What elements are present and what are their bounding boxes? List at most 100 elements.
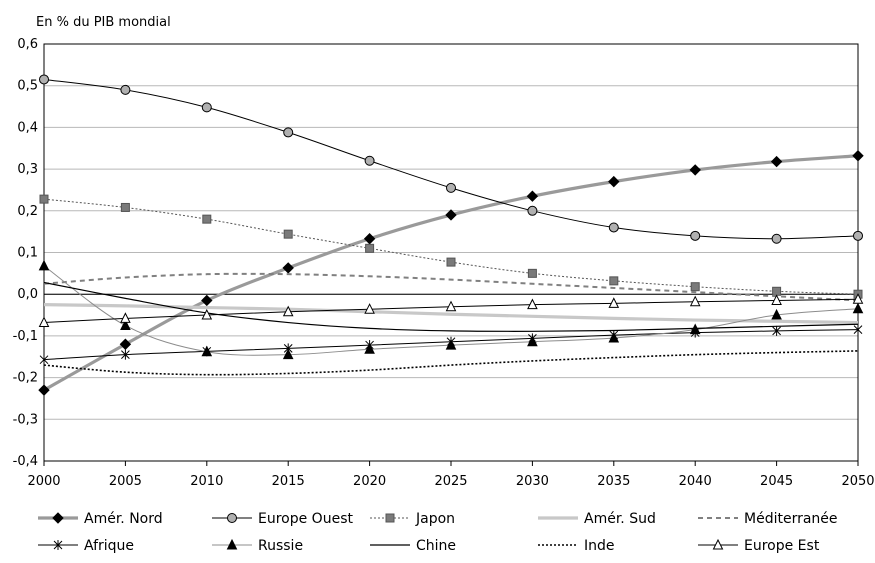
data-point-marker [771,294,782,305]
legend-label: Europe Ouest [258,511,353,527]
data-point-marker [853,324,863,335]
data-point-marker [283,229,293,239]
grid-lines [44,43,858,462]
legend-item: Chine [370,538,456,554]
legend-item: Méditerranée [698,511,838,527]
data-point-marker [38,259,50,271]
data-point-marker [608,222,619,233]
x-tick-label: 2045 [760,474,793,489]
data-point-marker [712,538,724,550]
data-point-marker [120,202,130,212]
y-tick-label: -0,2 [13,371,38,386]
data-point-marker [282,305,294,317]
data-point-marker [771,308,782,320]
data-point-marker [445,338,457,350]
series-line [43,303,859,325]
data-point-marker [446,257,456,267]
series-m-diterran-e [43,272,859,302]
data-point-marker [38,384,50,396]
data-point-marker [772,286,782,296]
data-point-marker [119,338,132,350]
legend-label: Russie [258,538,303,554]
data-point-marker [39,74,49,85]
data-point-marker [527,335,538,347]
data-point-marker [608,331,620,343]
series-europe-ouest [39,74,863,244]
data-point-marker [201,345,213,357]
data-point-marker [52,512,64,524]
series-line [43,272,859,302]
data-point-marker [282,348,294,360]
data-point-marker [852,293,864,304]
legend-item: Amér. Nord [38,511,163,527]
data-point-marker [770,155,783,168]
series-line [43,350,859,376]
legend-label: Afrique [84,538,134,554]
x-tick-label: 2040 [679,474,712,489]
data-point-marker [527,268,537,278]
series-inde [43,350,859,376]
data-point-marker [526,190,539,202]
legend-label: Inde [584,538,615,554]
data-point-marker [689,295,701,307]
data-point-marker [53,540,63,550]
y-tick-label: 0,0 [17,287,38,302]
series-chine [43,281,859,332]
data-point-marker [446,182,456,193]
data-point-marker [121,349,130,360]
data-point-marker [201,294,213,307]
y-tick-label: -0,4 [13,454,38,469]
data-point-marker [201,102,212,113]
data-point-marker [283,127,294,138]
data-point-marker [39,354,49,365]
data-point-marker [772,325,781,336]
y-tick-label: 0,6 [17,37,38,52]
series-europe-est [38,293,864,328]
data-point-marker [364,303,375,314]
data-point-marker [282,262,294,274]
y-tick-label: 0,4 [17,120,38,135]
data-point-marker [690,230,701,241]
data-point-marker [364,343,375,354]
series-line [43,281,859,332]
data-point-marker [609,276,619,286]
legend-label: Europe Est [744,538,820,554]
x-tick-label: 2000 [27,474,60,489]
data-point-marker [689,323,701,335]
y-tick-label: 0,2 [17,204,38,219]
legend-label: Chine [416,538,456,554]
legend-label: Japon [415,511,455,527]
legend-label: Amér. Nord [84,511,163,527]
data-point-marker [365,243,375,253]
data-point-marker [445,209,457,221]
data-point-marker [120,312,131,323]
y-tick-label: -0,3 [13,412,38,427]
data-point-marker [852,302,864,314]
x-tick-label: 2015 [272,474,305,489]
x-tick-label: 2020 [353,474,386,489]
legend-label: Amér. Sud [584,511,656,527]
legend-item: Inde [538,538,615,554]
legend-label: Méditerranée [744,511,838,527]
y-tick-label: -0,1 [13,329,38,344]
data-point-marker [689,164,701,176]
series-lines [38,74,864,396]
series-russie [38,259,864,360]
y-tick-label: 0,1 [17,246,38,261]
y-tick-label: 0,5 [17,79,38,94]
data-point-marker [201,308,213,320]
data-point-marker [771,233,782,244]
x-tick-label: 2010 [190,474,223,489]
data-point-marker [385,513,395,523]
data-point-marker [527,298,538,310]
data-point-marker [364,155,375,166]
data-point-marker [527,205,538,216]
data-point-marker [608,297,620,308]
series-am-r-nord [38,150,864,396]
series-am-r-sud [43,303,859,325]
data-point-marker [852,150,864,162]
x-tick-label: 2030 [516,474,549,489]
data-point-marker [202,214,212,224]
x-tick-label: 2005 [109,474,142,489]
